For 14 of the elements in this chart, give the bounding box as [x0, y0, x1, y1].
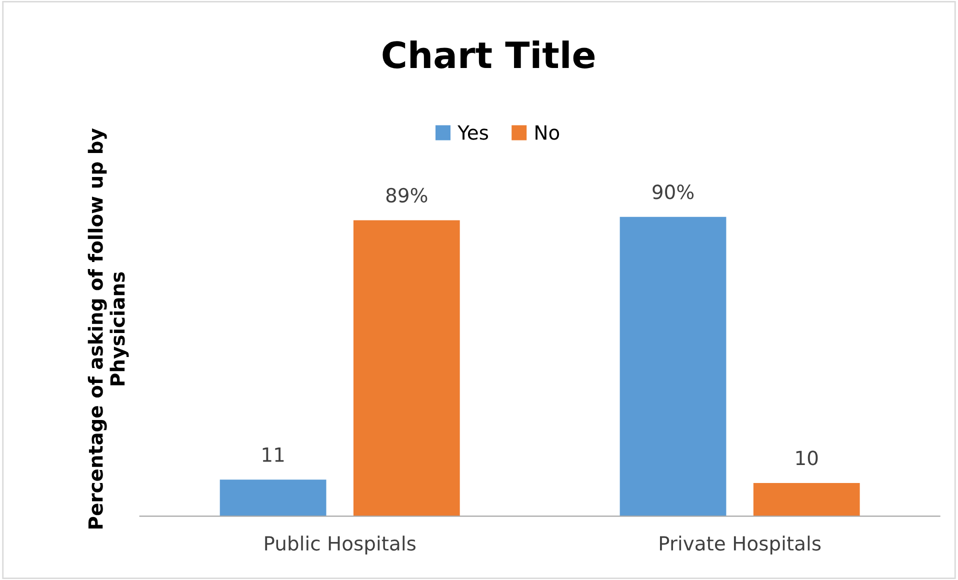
- bar: [353, 220, 460, 516]
- bar: [220, 480, 326, 516]
- x-tick-label: Public Hospitals: [265, 536, 416, 554]
- data-label: 89%: [386, 188, 428, 203]
- data-label: 90%: [652, 184, 694, 200]
- x-tick-label: Private Hospitals: [660, 536, 821, 554]
- bar: [620, 216, 726, 516]
- legend-label: No: [536, 125, 560, 140]
- data-label: 11: [262, 448, 284, 462]
- chart-title: Chart Title: [382, 40, 595, 68]
- data-label: 10: [796, 450, 818, 466]
- legend-label: Yes: [458, 125, 488, 140]
- bar: [753, 482, 860, 516]
- y-axis-title: Percentage of asking of follow up by Physicians: [88, 128, 129, 528]
